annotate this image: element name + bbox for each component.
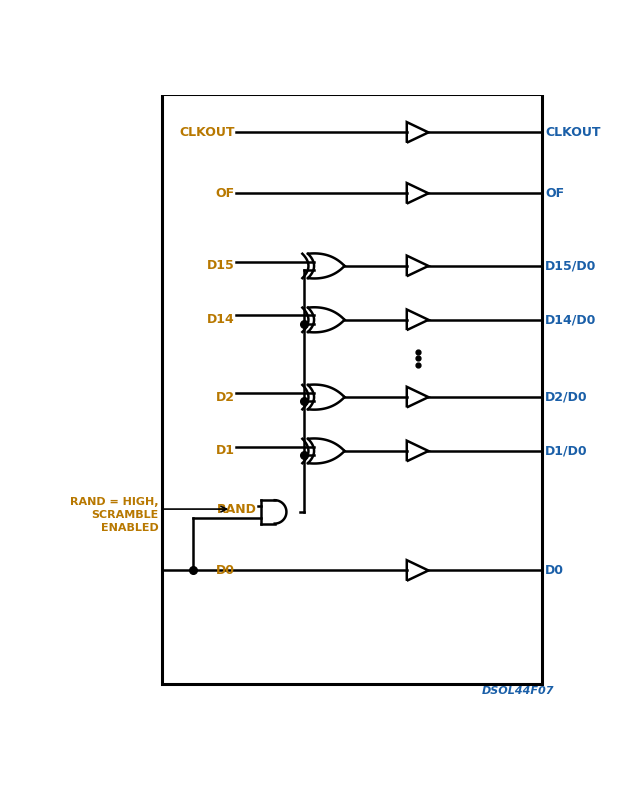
Text: D2: D2 [216,391,235,403]
Text: D1: D1 [216,445,235,457]
Text: OF: OF [545,187,564,200]
Text: D0: D0 [545,564,564,577]
Text: SCRAMBLE: SCRAMBLE [91,510,159,520]
Text: D2/D0: D2/D0 [545,391,588,403]
Text: ENABLED: ENABLED [100,524,159,533]
Text: DSOL44F07: DSOL44F07 [482,686,555,695]
Text: D14/D0: D14/D0 [545,313,597,327]
Text: OF: OF [216,187,235,200]
Text: D14: D14 [207,313,235,327]
Text: RAND: RAND [217,502,257,516]
Text: CLKOUT: CLKOUT [545,126,600,139]
Text: D0: D0 [216,564,235,577]
Text: CLKOUT: CLKOUT [179,126,235,139]
Text: D15/D0: D15/D0 [545,259,597,272]
Text: D1/D0: D1/D0 [545,445,588,457]
Bar [162,94,542,684]
Text: D15: D15 [207,259,235,272]
Text: RAND = HIGH,: RAND = HIGH, [70,497,159,506]
